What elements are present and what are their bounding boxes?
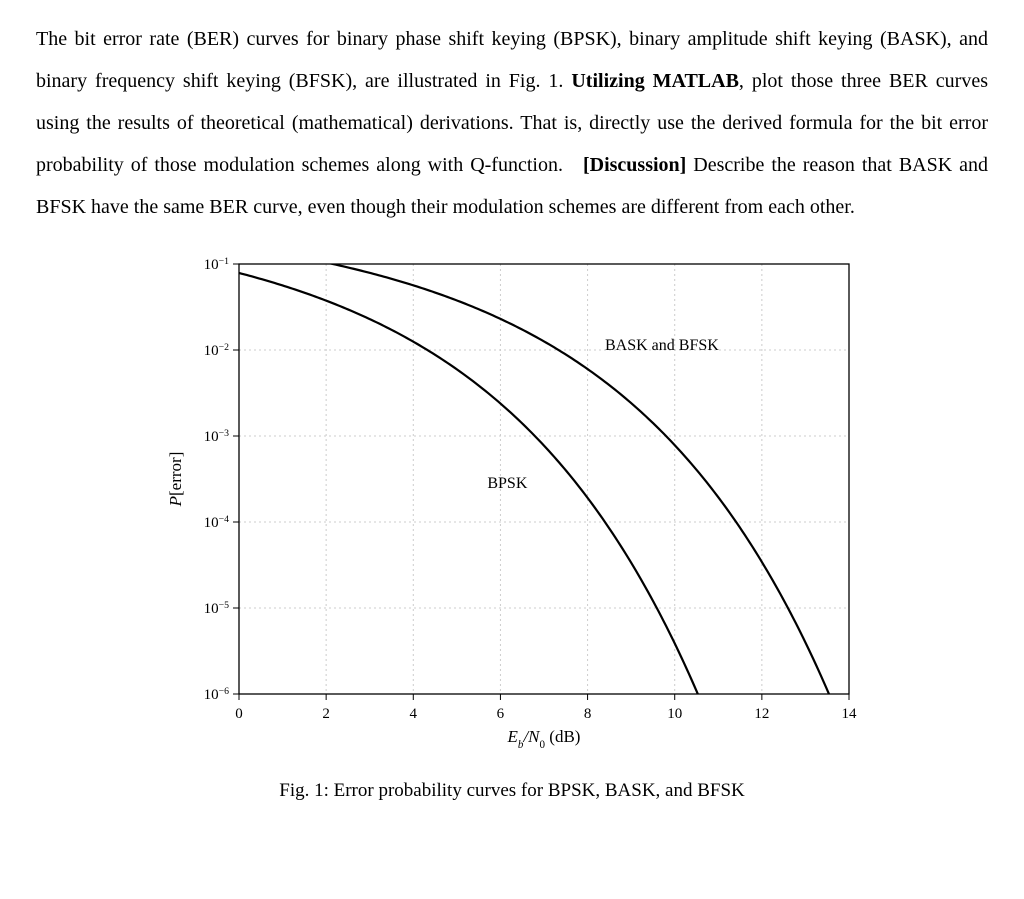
- svg-text:6: 6: [497, 706, 505, 722]
- figure-1: 0 2 4 6 8 10 12 14 10−1 10−2 10−3 10−4 10−5 10−6 Eb/N0…: [36, 252, 988, 802]
- svg-text:2: 2: [322, 706, 330, 722]
- svg-text:10−3: 10−3: [204, 428, 229, 446]
- problem-paragraph: The bit error rate (BER) curves for bina…: [36, 18, 988, 228]
- svg-text:4: 4: [410, 706, 418, 722]
- svg-text:14: 14: [842, 706, 858, 722]
- svg-text:12: 12: [754, 706, 769, 722]
- svg-text:0: 0: [235, 706, 243, 722]
- svg-text:10−2: 10−2: [204, 342, 229, 360]
- svg-text:8: 8: [584, 706, 592, 722]
- page: The bit error rate (BER) curves for bina…: [0, 0, 1024, 899]
- chart-annotation: BPSK: [487, 475, 527, 492]
- svg-text:10−6: 10−6: [204, 686, 229, 704]
- svg-text:Eb/N0 (dB): Eb/N0 (dB): [507, 727, 581, 750]
- para-b1: Utilizing MATLAB: [571, 70, 739, 92]
- chart-annotation: BASK and BFSK: [605, 337, 719, 354]
- svg-text:10−5: 10−5: [204, 600, 229, 618]
- svg-text:P[error]: P[error]: [166, 452, 185, 508]
- figure-caption: Fig. 1: Error probability curves for BPS…: [279, 780, 745, 802]
- svg-text:10−1: 10−1: [204, 256, 229, 274]
- svg-text:10: 10: [667, 706, 682, 722]
- svg-text:10−4: 10−4: [204, 514, 229, 532]
- ber-chart: 0 2 4 6 8 10 12 14 10−1 10−2 10−3 10−4 10−5 10−6 Eb/N0…: [159, 252, 865, 750]
- para-b2: [Discussion]: [583, 154, 686, 176]
